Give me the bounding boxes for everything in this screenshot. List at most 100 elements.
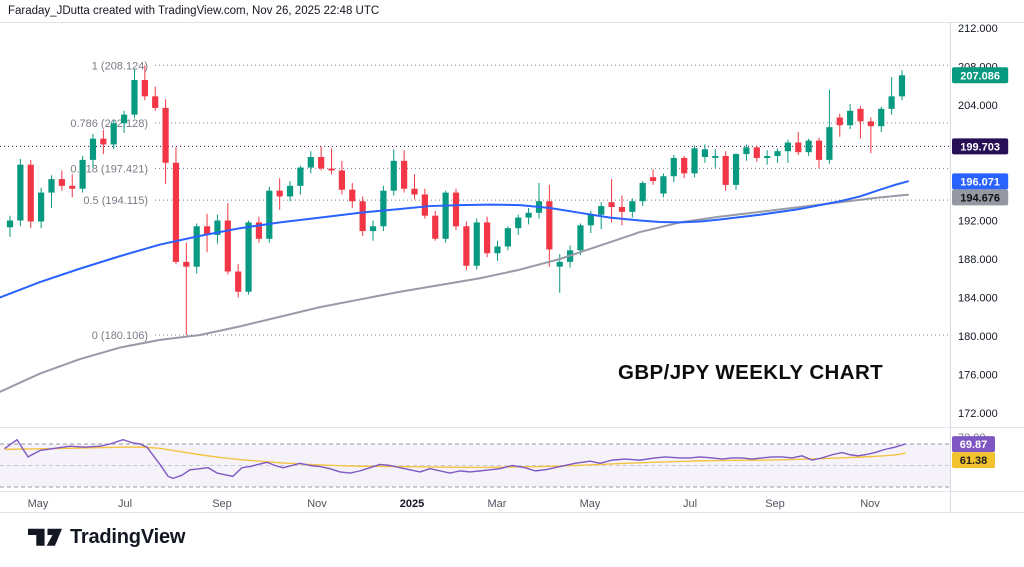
- candle-body: [203, 226, 211, 235]
- candle-body: [297, 167, 304, 186]
- tradingview-logo-wordmark: TradingView: [70, 526, 186, 548]
- candle-body: [359, 201, 366, 232]
- candle-body: [162, 107, 169, 163]
- rsi-signal-line: [4, 446, 906, 469]
- candle-body: [214, 220, 221, 235]
- candle-body: [577, 225, 584, 251]
- ma-fast-line: [0, 180, 909, 299]
- tradingview-logo-icon: [28, 528, 62, 546]
- candle-body: [401, 160, 408, 189]
- candle-body: [826, 127, 833, 160]
- candle-body: [515, 217, 522, 229]
- candle-body: [369, 226, 377, 232]
- price-tick: 192.000: [958, 216, 998, 228]
- fib-label: 0.618 (197.421): [70, 163, 148, 175]
- price-tick: 172.000: [958, 408, 998, 420]
- candle-body: [847, 110, 854, 126]
- time-tick: Jul: [118, 498, 132, 510]
- axis-badge-label: 199.703: [960, 141, 1000, 153]
- candle-body: [432, 215, 439, 239]
- time-tick: Nov: [307, 498, 327, 510]
- candle-body: [380, 190, 387, 227]
- candle-body: [836, 117, 843, 126]
- candle-body: [266, 190, 273, 239]
- candle-body: [774, 151, 781, 157]
- candle-body: [48, 179, 55, 193]
- tradingview-logo[interactable]: TradingView: [28, 526, 185, 549]
- time-tick: May: [28, 498, 49, 510]
- axis-badge: [952, 173, 1009, 190]
- price-tick: 204.000: [958, 100, 998, 112]
- candle-body: [587, 214, 594, 226]
- candle-body: [318, 156, 325, 169]
- time-tick: Jul: [683, 498, 697, 510]
- candle-body: [286, 185, 294, 197]
- candle-body: [193, 226, 200, 267]
- candle-body: [152, 96, 159, 108]
- time-tick: Sep: [212, 498, 232, 510]
- candle-body: [660, 176, 667, 194]
- candle-body: [390, 160, 397, 191]
- candle-body: [463, 226, 470, 266]
- fib-label: 0 (180.106): [92, 330, 148, 342]
- candle-body: [857, 108, 864, 122]
- candle-body: [100, 138, 107, 145]
- candle-body: [795, 142, 802, 153]
- axis-badge: [952, 67, 1009, 84]
- candle-body: [649, 177, 657, 182]
- time-tick: Nov: [860, 498, 880, 510]
- candle-body: [608, 202, 615, 208]
- candle-body: [307, 156, 314, 168]
- candle-body: [878, 108, 885, 127]
- time-tick: 2025: [400, 498, 424, 510]
- price-tick: 212.000: [958, 23, 998, 35]
- candle-body: [504, 228, 511, 247]
- candle-body: [141, 79, 148, 97]
- price-tick: 176.000: [958, 370, 998, 382]
- candle-body: [712, 156, 719, 158]
- candle-body: [556, 261, 563, 267]
- candle-body: [131, 79, 138, 115]
- axis-badge-label: 194.676: [960, 192, 1000, 204]
- candle-body: [525, 212, 532, 218]
- fib-label: 1 (208.124): [92, 60, 148, 72]
- price-tick: 184.000: [958, 293, 998, 305]
- candle-body: [183, 261, 190, 267]
- axis-badge-label: 61.38: [960, 455, 988, 467]
- axis-badge: [952, 138, 1009, 155]
- candle-body: [732, 154, 740, 185]
- candle-body: [349, 189, 356, 202]
- candle-body: [815, 140, 823, 160]
- candle-body: [681, 157, 688, 174]
- candle-body: [38, 192, 45, 222]
- axis-badge-label: 69.87: [960, 439, 988, 451]
- candle-body: [670, 157, 677, 177]
- candle-body: [110, 123, 117, 145]
- candle-body: [442, 192, 449, 239]
- rsi-line: [4, 439, 906, 480]
- candle-body: [276, 190, 283, 197]
- candle-body: [79, 159, 86, 189]
- candle-body: [805, 140, 812, 153]
- candle-body: [784, 142, 791, 152]
- candle-body: [411, 188, 418, 195]
- candle-body: [701, 149, 709, 157]
- candle-body: [546, 201, 553, 250]
- candle-body: [691, 148, 698, 174]
- candle-body: [6, 220, 14, 228]
- candle-body: [494, 246, 501, 254]
- time-tick: Sep: [765, 498, 785, 510]
- candle-body: [17, 164, 24, 221]
- candle-body: [898, 75, 906, 97]
- candle-body: [484, 222, 491, 254]
- candle-body: [255, 222, 263, 239]
- candle-body: [473, 222, 480, 266]
- candle-body: [888, 96, 895, 109]
- axis-badge-label: 196.071: [960, 176, 1000, 188]
- axis-badge: [952, 452, 995, 469]
- candle-body: [27, 164, 34, 222]
- candle-body: [743, 147, 750, 155]
- fib-label: 0.5 (194.115): [83, 195, 148, 207]
